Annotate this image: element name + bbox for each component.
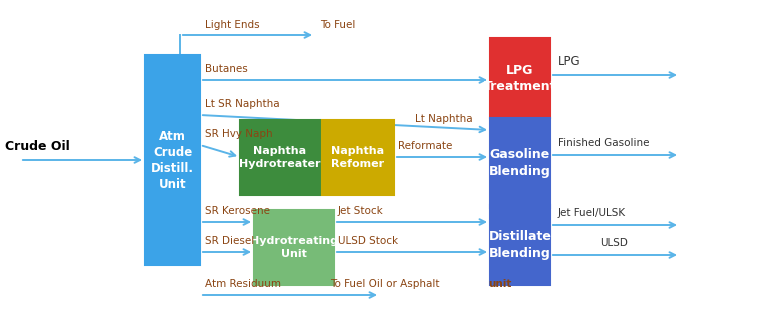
Text: To Fuel Oil or Asphalt: To Fuel Oil or Asphalt <box>330 279 443 289</box>
Text: SR Diesel: SR Diesel <box>205 236 254 246</box>
Text: Jet Stock: Jet Stock <box>338 206 384 216</box>
Bar <box>322 120 394 195</box>
Text: LPG: LPG <box>558 55 581 68</box>
Bar <box>490 118 550 208</box>
Text: Atm Residuum: Atm Residuum <box>205 279 281 289</box>
Text: Reformate: Reformate <box>398 141 453 151</box>
Text: Crude Oil: Crude Oil <box>5 140 70 153</box>
Text: To Fuel: To Fuel <box>320 20 356 30</box>
Text: Finished Gasoline: Finished Gasoline <box>558 138 650 148</box>
Text: Hydrotreating
Unit: Hydrotreating Unit <box>250 236 338 259</box>
Text: ULSD Stock: ULSD Stock <box>338 236 398 246</box>
Bar <box>240 120 320 195</box>
Text: Butanes: Butanes <box>205 64 248 74</box>
Text: Lt SR Naphtha: Lt SR Naphtha <box>205 99 280 109</box>
Text: ULSD: ULSD <box>600 238 628 248</box>
Bar <box>490 205 550 285</box>
Text: Atm
Crude
Distill.
Unit: Atm Crude Distill. Unit <box>151 129 194 190</box>
Text: Distillate
Blending: Distillate Blending <box>489 230 551 259</box>
Text: Lt Naphtha: Lt Naphtha <box>415 114 473 124</box>
Text: SR Kerosene: SR Kerosene <box>205 206 270 216</box>
Text: unit: unit <box>488 279 512 289</box>
Bar <box>145 55 200 265</box>
Text: Naphtha
Refomer: Naphtha Refomer <box>331 146 384 169</box>
Text: Gasoline
Blending: Gasoline Blending <box>489 149 551 177</box>
Text: SR Hvy Naph: SR Hvy Naph <box>205 129 273 139</box>
Bar <box>490 38 550 118</box>
Bar <box>254 210 334 285</box>
Text: LPG
Treatment: LPG Treatment <box>484 63 556 93</box>
Text: Jet Fuel/ULSK: Jet Fuel/ULSK <box>558 208 626 218</box>
Text: Naphtha
Hydrotreater: Naphtha Hydrotreater <box>240 146 321 169</box>
Text: Light Ends: Light Ends <box>205 20 260 30</box>
